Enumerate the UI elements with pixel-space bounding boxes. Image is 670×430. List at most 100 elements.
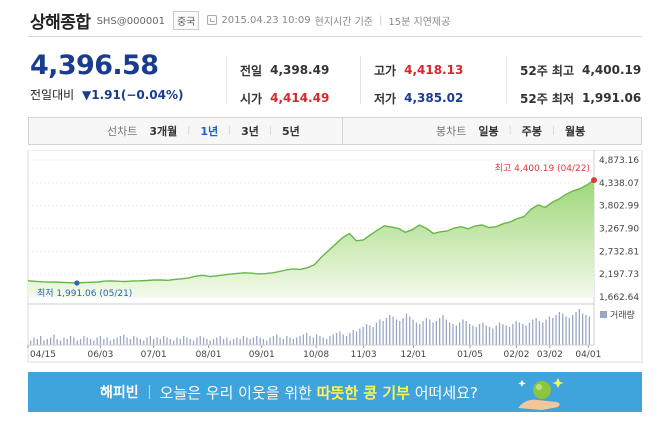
x-tick-label: 11/03 (351, 350, 377, 360)
price-chart[interactable]: 4,873.16 4,338.07 3,802.99 3,267.90 2,732.81… (0, 150, 670, 370)
x-tick-label: 04/01 (575, 350, 601, 360)
header-divider (28, 36, 642, 37)
volume-bar (352, 330, 354, 345)
volume-bar (322, 337, 324, 345)
volume-bar (192, 340, 195, 345)
volume-bar (179, 339, 181, 345)
high-marker (591, 177, 597, 184)
volume-bar (226, 337, 228, 345)
volume-bar (259, 337, 261, 345)
volume-bar (439, 318, 441, 345)
banner-message: 오늘은 우리 이웃을 위한 따뜻한 콩 기부 어떠세요? (159, 383, 478, 402)
volume-bar (498, 322, 501, 345)
volume-bar (86, 337, 88, 345)
volume-bar (548, 316, 551, 345)
volume-bar (176, 337, 178, 345)
divider: | (379, 14, 383, 26)
happybean-banner[interactable]: 해피빈 오늘은 우리 이웃을 위한 따뜻한 콩 기부 어떠세요? (28, 372, 642, 412)
volume-bar (502, 324, 504, 345)
volume-bar (103, 339, 105, 345)
volume-bar (425, 318, 427, 345)
page-title: 상해종합 (30, 12, 91, 33)
volume-bar (412, 319, 414, 345)
volume-bar (232, 339, 235, 345)
volume-bar (562, 313, 564, 345)
stat-label-prev-close: 전일 (240, 63, 263, 78)
volume-bar (469, 324, 471, 345)
volume-bar (153, 339, 155, 345)
volume-bar (169, 339, 171, 345)
volume-bar (482, 322, 484, 345)
volume-bar (505, 325, 507, 345)
volume-bar (196, 337, 198, 345)
volume-bar (116, 337, 118, 345)
volume-bar (528, 322, 531, 345)
volume-bar (405, 313, 408, 345)
x-tick-label: 09/01 (249, 350, 275, 360)
chart-frame (27, 150, 643, 363)
volume-bar (578, 309, 580, 345)
volume-bar (40, 336, 42, 345)
volume-bar (236, 337, 238, 345)
volume-bar (522, 324, 524, 345)
volume-bar (159, 339, 161, 345)
tab-daily[interactable]: 일봉 (478, 125, 499, 138)
tab-3-years[interactable]: 3년 (241, 125, 259, 138)
volume-bar (272, 336, 275, 345)
banner-divider (148, 385, 150, 399)
volume-bar (478, 324, 481, 345)
high-annotation: 최고 4,400.19 (04/22) (495, 163, 590, 174)
stats-divider (506, 56, 507, 104)
tab-5-years[interactable]: 5년 (281, 125, 300, 138)
volume-bar (319, 336, 321, 345)
volume-bar (342, 334, 344, 345)
volume-bar (558, 312, 560, 345)
volume-bar (492, 328, 494, 345)
bean-hand-icon (518, 378, 564, 410)
volume-bar (286, 336, 288, 345)
tab-1-year[interactable]: 1년 (200, 125, 219, 138)
volume-bar (432, 322, 434, 345)
volume-bar (163, 336, 165, 345)
volume-bar (269, 337, 271, 345)
volume-bar (449, 322, 451, 345)
volume-bar (186, 337, 188, 345)
volume-bar (256, 336, 258, 345)
volume-bar (306, 333, 308, 345)
volume-bar (515, 321, 517, 345)
volume-bar (246, 337, 248, 345)
stat-label-low: 저가 (374, 91, 397, 106)
volume-bar (402, 318, 404, 345)
volume-bar (332, 334, 334, 345)
stat-value-low: 4,385.02 (404, 91, 464, 105)
volume-bar (299, 336, 301, 345)
volume-bar (392, 316, 394, 345)
tab-monthly[interactable]: 월봉 (564, 125, 586, 138)
volume-bar (422, 321, 424, 345)
price-line (27, 179, 595, 284)
stat-value-open: 4,414.49 (270, 91, 330, 105)
stats-divider (226, 56, 227, 104)
volume-bar (442, 315, 444, 345)
volume-bar (146, 337, 148, 345)
volume-bar (222, 339, 225, 345)
volume-bar (109, 340, 112, 345)
price-change: 전일대비 ▼1.91(−0.04%) (30, 86, 184, 103)
volume-bar (133, 336, 135, 345)
volume-bar (362, 327, 364, 345)
volume-bar (415, 322, 418, 345)
tab-weekly[interactable]: 주봉 (521, 125, 542, 138)
volume-bar (572, 315, 574, 345)
volume-bar (326, 339, 328, 345)
y-tick-label: 1,662.64 (599, 293, 639, 303)
change-value: ▼1.91(−0.04%) (82, 88, 184, 102)
volume-bar (369, 325, 371, 345)
volume-bar (36, 339, 38, 345)
stat-label-open: 시가 (240, 91, 263, 106)
y-tick-label: 4,873.16 (599, 156, 639, 166)
volume-bar (382, 321, 384, 345)
tab-3-months[interactable]: 3개월 (149, 125, 178, 138)
volume-bar (409, 316, 411, 345)
stat-value-52w-high: 4,400.19 (582, 63, 642, 77)
volume-bar (365, 324, 368, 345)
